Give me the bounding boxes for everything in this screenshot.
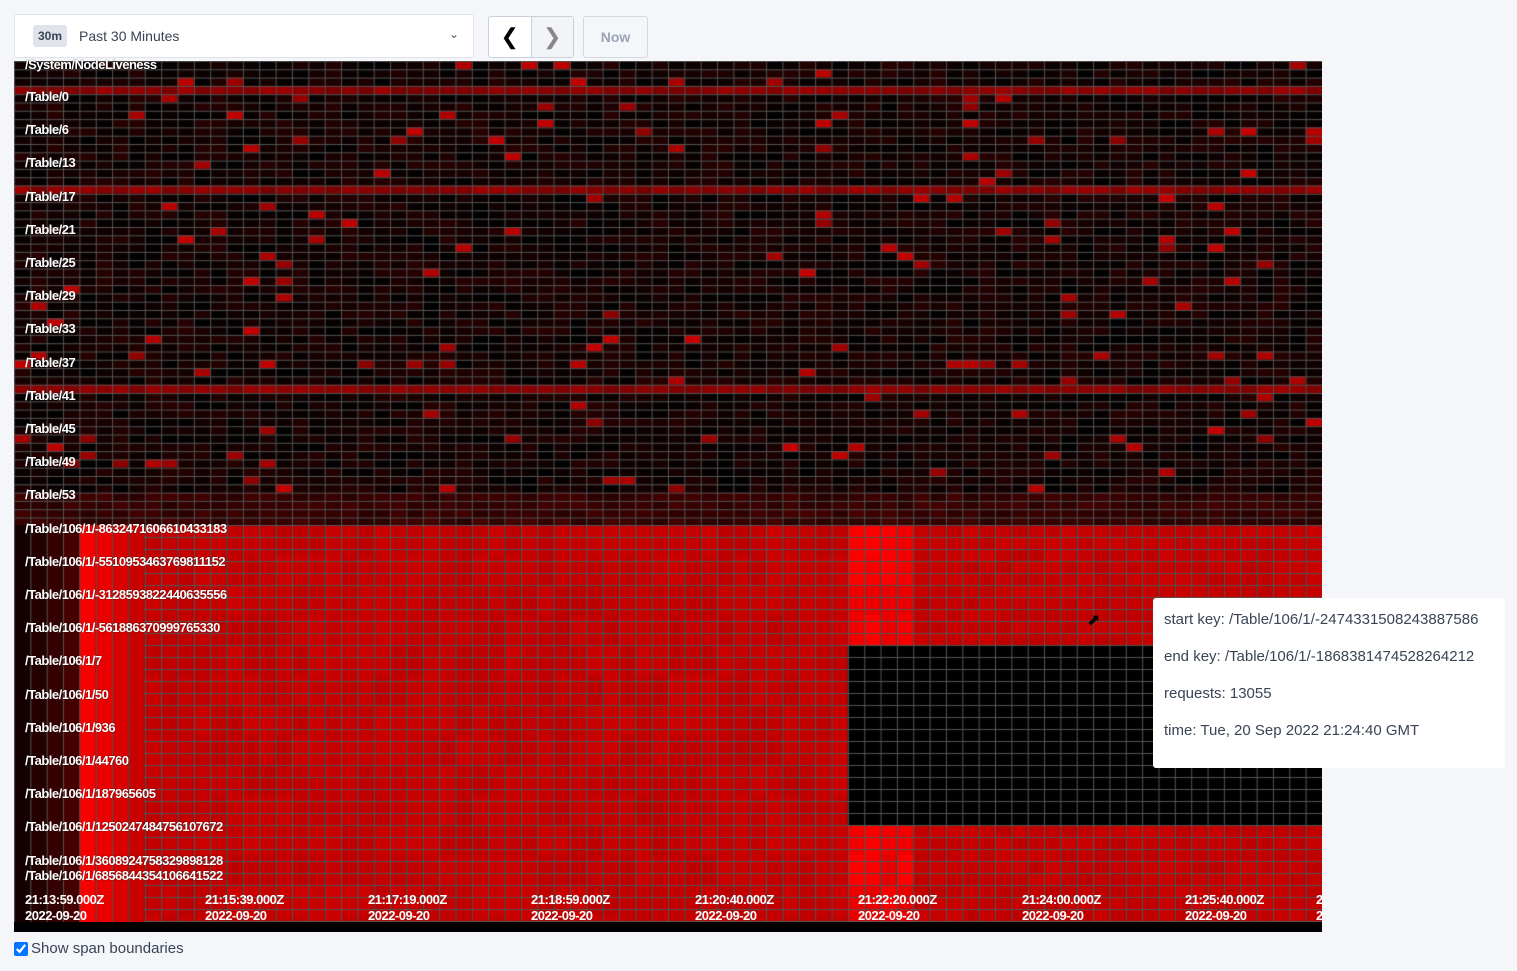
key-label: /Table/106/1/1250247484756107672: [25, 819, 223, 835]
previous-button[interactable]: ❮: [489, 17, 532, 57]
tooltip-requests: requests: 13055: [1164, 685, 1272, 702]
show-span-boundaries-toggle[interactable]: Show span boundaries: [14, 940, 184, 957]
span-tooltip: start key: /Table/106/1/-247433150824388…: [1153, 598, 1505, 768]
key-label: /Table/6: [25, 122, 69, 138]
key-label: /Table/13: [25, 155, 76, 171]
key-label: /Table/41: [25, 387, 76, 403]
key-label: /Table/106/1/-8632471606610433183: [25, 520, 227, 536]
key-label: /System/NodeLiveness: [25, 57, 157, 72]
time-axis-label: 21:20:40.000Z 2022-09-20: [695, 892, 774, 924]
chevron-right-icon: ❯: [543, 24, 562, 49]
key-label: /Table/53: [25, 487, 76, 503]
key-label: /Table/33: [25, 321, 76, 337]
time-label-date: 2022-09-20: [205, 908, 267, 923]
time-label-date: 2022-09-20: [1022, 908, 1084, 923]
tooltip-time: time: Tue, 20 Sep 2022 21:24:40 GMT: [1164, 722, 1420, 739]
key-label: /Table/0: [25, 89, 69, 104]
now-button[interactable]: Now: [583, 16, 648, 58]
key-label: /Table/106/1/-561886370999765330: [25, 620, 220, 636]
key-label: /Table/106/1/7: [25, 653, 102, 669]
time-axis-label: 21:25:40.000Z 2022-09-20: [1185, 892, 1264, 924]
key-label: /Table/106/1/44760: [25, 753, 129, 768]
key-label: /Table/106/1/-3128593822440635556: [25, 587, 227, 602]
key-label: /Table/106/1/3608924758329898128: [25, 852, 223, 868]
time-label-time: 21:18:59.000Z: [531, 892, 610, 907]
heatmap-canvas[interactable]: [14, 61, 1322, 922]
time-label-date: 2022-09-20: [858, 908, 920, 923]
time-label-time: 21:15:39.000Z: [205, 892, 284, 907]
mouse-cursor-icon: ⬈: [1087, 612, 1101, 629]
next-button[interactable]: ❯: [531, 17, 573, 57]
key-label: /Table/45: [25, 421, 76, 436]
key-label: /Table/17: [25, 188, 76, 204]
time-range-label: Past 30 Minutes: [79, 28, 180, 44]
time-label-date: 2022-09-20: [1185, 908, 1247, 923]
time-label-time: 21:24:00.000Z: [1022, 892, 1101, 907]
time-label-date: 2022-09-20: [368, 908, 430, 923]
time-range-badge: 30m: [33, 25, 68, 47]
time-label-date: 2022-09-20: [695, 908, 757, 923]
time-axis-label: 21:13:59.000Z 2022-09-20: [25, 892, 104, 924]
key-label: /Table/25: [25, 255, 76, 270]
time-label-time: 21:13:59.000Z: [25, 892, 104, 907]
time-range-selector[interactable]: 30m Past 30 Minutes ⌄: [14, 14, 474, 58]
key-label: /Table/106/1/50: [25, 686, 109, 702]
time-label-time: 21:17:19.000Z: [368, 892, 447, 907]
time-label-time: 2: [1316, 892, 1323, 907]
chevron-down-icon: ⌄: [448, 27, 459, 41]
tooltip-start-key: start key: /Table/106/1/-247433150824388…: [1164, 611, 1479, 628]
key-label: /Table/21: [25, 221, 76, 237]
time-axis-label: 21:17:19.000Z 2022-09-20: [368, 892, 447, 924]
show-span-boundaries-checkbox[interactable]: [14, 941, 28, 956]
key-label: /Table/29: [25, 288, 76, 304]
time-label-date: 2022-09-20: [25, 908, 87, 923]
time-axis-label: 21:15:39.000Z 2022-09-20: [205, 892, 284, 924]
time-axis-label: 21:18:59.000Z 2022-09-20: [531, 892, 610, 924]
tooltip-end-key: end key: /Table/106/1/-18683814745282642…: [1164, 648, 1475, 665]
time-label-time: 21:22:20.000Z: [858, 892, 937, 907]
key-visualizer-heatmap[interactable]: /System/NodeLiveness/Table/0/Table/6/Tab…: [14, 57, 1323, 932]
key-label: /Table/37: [25, 354, 76, 370]
key-label: /Table/106/1/6856844354106641522: [25, 868, 223, 883]
key-label: /Table/106/1/187965605: [25, 786, 156, 802]
key-label: /Table/106/1/936: [25, 719, 116, 735]
key-label: /Table/106/1/-5510953463769811152: [25, 553, 226, 569]
time-label-time: 21:20:40.000Z: [695, 892, 774, 907]
chevron-left-icon: ❮: [500, 24, 519, 49]
time-axis-label: 21:22:20.000Z 2022-09-20: [858, 892, 937, 924]
time-label-date: 2022-09-20: [531, 908, 593, 923]
time-nav-group: ❮ ❯: [488, 16, 574, 58]
show-span-boundaries-label: Show span boundaries: [31, 940, 184, 957]
time-label-date: 2: [1316, 908, 1323, 923]
time-axis-label: 21:24:00.000Z 2022-09-20: [1022, 892, 1101, 924]
time-label-time: 21:25:40.000Z: [1185, 892, 1264, 907]
key-label: /Table/49: [25, 454, 76, 470]
